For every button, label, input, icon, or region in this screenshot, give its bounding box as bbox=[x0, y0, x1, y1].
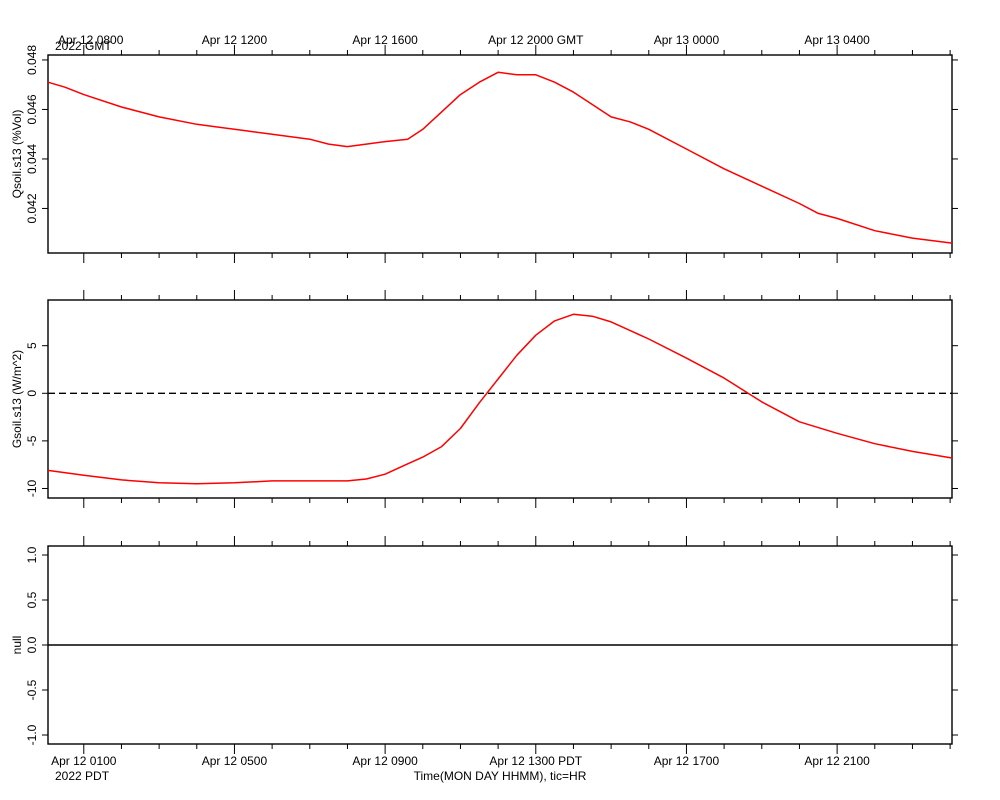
top-year-label: 2022 GMT bbox=[55, 39, 112, 53]
top-tick-label: Apr 13 0400 bbox=[804, 33, 870, 47]
y-axis-title: null bbox=[10, 636, 24, 655]
top-tick-label: Apr 12 2000 GMT bbox=[488, 33, 584, 47]
panel-frame bbox=[47, 299, 953, 499]
y-tick-label: -0.5 bbox=[25, 679, 39, 700]
bottom-tick-label: Apr 12 0100 bbox=[51, 754, 117, 768]
y-axis-title: Qsoil.s13 (%Vol) bbox=[10, 110, 24, 199]
bottom-tick-label: Apr 12 0900 bbox=[352, 754, 418, 768]
y-tick-label: 1.0 bbox=[25, 546, 39, 563]
y-tick-label: 0.044 bbox=[25, 144, 39, 174]
top-tick-label: Apr 12 0800 bbox=[58, 33, 124, 47]
y-axis-title: Gsoil.s13 (W/m^2) bbox=[10, 350, 24, 448]
y-tick-label: 0.046 bbox=[25, 94, 39, 124]
bottom-tick-label: Apr 12 1300 PDT bbox=[489, 754, 582, 768]
panel-frame bbox=[47, 54, 953, 254]
y-tick-label: 0.042 bbox=[25, 193, 39, 223]
y-tick-label: -10 bbox=[25, 479, 39, 497]
bottom-tick-label: Apr 12 0500 bbox=[202, 754, 268, 768]
bottom-year-label: 2022 PDT bbox=[55, 769, 110, 783]
panel-1: 0.042 0.044 0.046 0.048 Qsoil.s13 (%Vol) bbox=[10, 45, 958, 263]
bottom-tick-label: Apr 12 2100 bbox=[804, 754, 870, 768]
y-tick-label: 0.0 bbox=[25, 636, 39, 653]
series-line-2 bbox=[47, 313, 953, 485]
y-tick-label: 0.048 bbox=[25, 45, 39, 75]
bottom-tick-label: Apr 12 1700 bbox=[654, 754, 720, 768]
y-tick-label: -1.0 bbox=[25, 724, 39, 745]
y-tick-label: -5 bbox=[25, 435, 39, 446]
y-tick-label: 5 bbox=[25, 342, 39, 349]
y-tick-label: 0.5 bbox=[25, 591, 39, 608]
x-axis-title: Time(MON DAY HHMM), tic=HR bbox=[414, 769, 587, 783]
panel-3: -1.0 -0.5 0.0 0.5 1.0 null bbox=[10, 536, 958, 754]
top-tick-label: Apr 13 0000 bbox=[654, 33, 720, 47]
series-line-1 bbox=[47, 71, 953, 244]
top-tick-label: Apr 12 1200 bbox=[202, 33, 268, 47]
top-tick-label: Apr 12 1600 bbox=[352, 33, 418, 47]
y-tick-label: 0 bbox=[25, 390, 39, 397]
